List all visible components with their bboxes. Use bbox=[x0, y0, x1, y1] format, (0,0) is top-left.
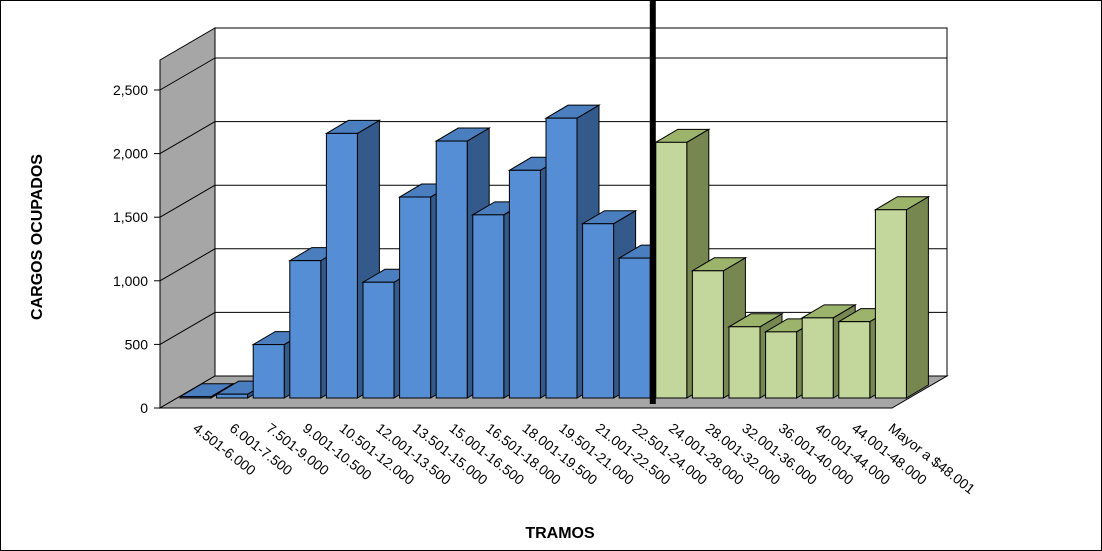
y-tick-label: 1,000 bbox=[113, 273, 148, 289]
y-tick-label: 1,500 bbox=[113, 209, 148, 225]
bars bbox=[178, 0, 931, 404]
bar-front bbox=[655, 141, 688, 399]
bar-front bbox=[545, 117, 578, 399]
bar-front bbox=[691, 270, 724, 399]
y-tick-label: 2,000 bbox=[113, 146, 148, 162]
y-tick-label: 2,500 bbox=[113, 82, 148, 98]
bar-front bbox=[874, 209, 907, 399]
y-axis-title: CARGOS OCUPADOS bbox=[29, 154, 46, 320]
gridline-side bbox=[159, 121, 216, 155]
bar-front bbox=[508, 169, 541, 399]
bar-front bbox=[728, 326, 761, 399]
bar-front bbox=[289, 260, 322, 399]
bar-front bbox=[399, 196, 432, 399]
y-tick-label: 0 bbox=[140, 400, 148, 416]
gridline-side bbox=[159, 311, 216, 345]
bar-front bbox=[765, 331, 798, 399]
bar-front bbox=[618, 257, 651, 399]
bar-front bbox=[472, 214, 505, 399]
bar-front bbox=[838, 321, 871, 399]
bar-front bbox=[179, 396, 212, 399]
bar bbox=[873, 195, 931, 399]
bar-front bbox=[362, 281, 395, 399]
x-tick-labels: 4.501-6.0006.001-7.5007.501-9.0009.001-1… bbox=[190, 420, 978, 497]
x-axis-title: TRAMOS bbox=[525, 525, 595, 542]
bar-front bbox=[325, 132, 358, 399]
bar-front bbox=[435, 140, 468, 399]
bar-front bbox=[801, 317, 834, 399]
gridline-side bbox=[159, 57, 216, 91]
y-tick-labels: 0 500 1,000 1,500 2,000 2,500 bbox=[113, 82, 148, 416]
bar-front bbox=[216, 393, 249, 399]
gridline-side bbox=[159, 248, 216, 282]
gridline-side bbox=[159, 184, 216, 218]
bar-front bbox=[252, 344, 285, 399]
bar-side bbox=[905, 195, 929, 399]
bar-front bbox=[582, 223, 615, 399]
y-tick-label: 500 bbox=[125, 336, 149, 352]
